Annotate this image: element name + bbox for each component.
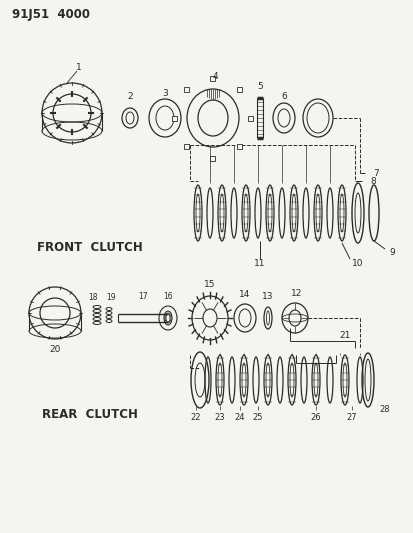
Text: REAR  CLUTCH: REAR CLUTCH bbox=[42, 408, 138, 422]
Bar bbox=[237, 87, 242, 92]
Bar bbox=[248, 116, 253, 120]
Text: 9: 9 bbox=[388, 247, 394, 256]
Text: 17: 17 bbox=[138, 292, 147, 301]
Text: 22: 22 bbox=[190, 413, 201, 422]
Bar bbox=[183, 87, 188, 92]
Text: 14: 14 bbox=[239, 289, 250, 298]
Text: 13: 13 bbox=[261, 292, 273, 301]
Text: FRONT  CLUTCH: FRONT CLUTCH bbox=[37, 240, 142, 254]
Bar bbox=[210, 76, 215, 80]
Text: 18: 18 bbox=[88, 293, 97, 302]
Text: 16: 16 bbox=[163, 292, 172, 301]
Text: 5: 5 bbox=[256, 82, 262, 91]
Text: 20: 20 bbox=[49, 344, 61, 353]
Text: 24: 24 bbox=[234, 413, 244, 422]
Text: 19: 19 bbox=[106, 293, 116, 302]
Text: 7: 7 bbox=[372, 168, 378, 177]
Text: 3: 3 bbox=[162, 88, 167, 98]
Bar bbox=[237, 144, 242, 149]
Text: 11: 11 bbox=[254, 259, 265, 268]
Text: 12: 12 bbox=[291, 288, 302, 297]
Text: 6: 6 bbox=[280, 92, 286, 101]
Text: 4: 4 bbox=[212, 71, 217, 80]
Text: 21: 21 bbox=[339, 330, 350, 340]
Bar bbox=[210, 156, 215, 160]
Text: 10: 10 bbox=[351, 259, 363, 268]
Bar bbox=[183, 144, 188, 149]
Text: 15: 15 bbox=[204, 279, 215, 288]
Text: 27: 27 bbox=[346, 413, 356, 422]
Text: 25: 25 bbox=[252, 413, 263, 422]
Text: 2: 2 bbox=[127, 92, 133, 101]
Text: 91J51  4000: 91J51 4000 bbox=[12, 7, 90, 20]
Text: 23: 23 bbox=[214, 413, 225, 422]
Text: 8: 8 bbox=[369, 176, 375, 185]
Text: 1: 1 bbox=[76, 62, 82, 71]
Text: 28: 28 bbox=[379, 406, 389, 415]
Text: 26: 26 bbox=[310, 413, 320, 422]
Bar bbox=[172, 116, 177, 120]
